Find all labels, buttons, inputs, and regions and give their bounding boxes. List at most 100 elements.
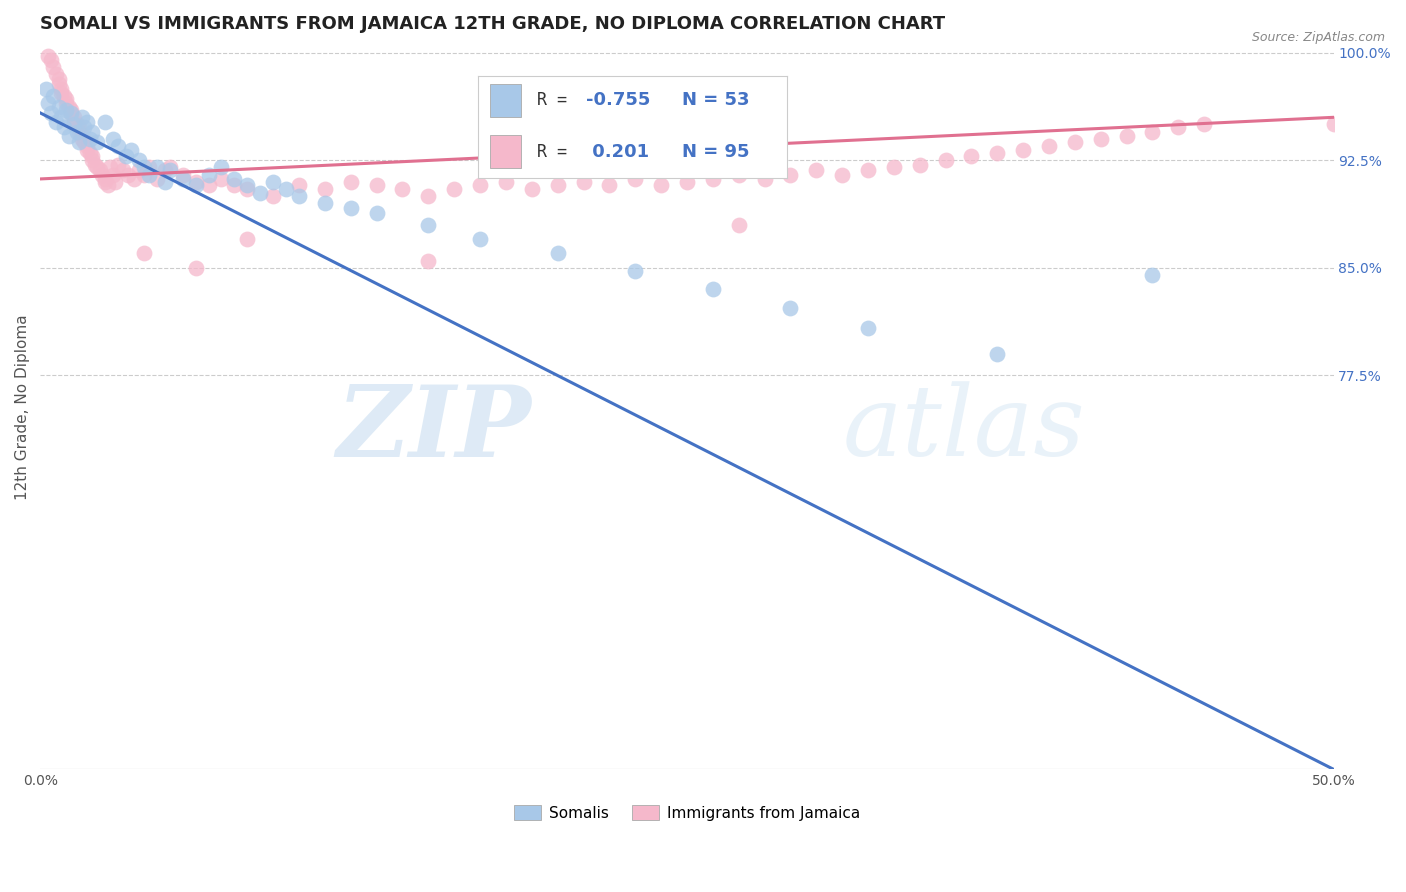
Point [197,178,219,192]
Point [650,178,672,192]
Point [856,163,879,178]
Point [48,78,70,92]
Point [184,260,207,275]
Bar [491,84,522,117]
Point [45,114,67,128]
Point [89,163,111,178]
Point [418,218,440,232]
Point [132,246,155,260]
Point [70,111,93,125]
Point [70,132,93,146]
Point [146,161,169,175]
Point [101,168,124,182]
Point [128,153,150,168]
Point [52,120,75,135]
Point [366,206,388,220]
Point [112,163,135,178]
Text: -0.755: -0.755 [586,92,651,110]
Point [67,125,90,139]
Point [128,163,150,178]
Text: N = 95: N = 95 [682,143,749,161]
Point [624,263,647,277]
Point [754,172,776,186]
Point [236,182,259,196]
Point [1115,128,1137,143]
Point [468,232,491,246]
Point [67,120,90,135]
Point [1142,268,1164,282]
Point [197,168,219,182]
Text: SOMALI VS IMMIGRANTS FROM JAMAICA 12TH GRADE, NO DIPLOMA CORRELATION CHART: SOMALI VS IMMIGRANTS FROM JAMAICA 12TH G… [41,15,946,33]
Point [65,125,87,139]
Point [172,168,194,182]
Point [727,218,749,232]
Point [702,282,724,296]
Point [262,175,284,189]
Point [418,189,440,203]
Text: Source: ZipAtlas.com: Source: ZipAtlas.com [1251,31,1385,45]
Point [418,253,440,268]
Y-axis label: 12th Grade, No Diploma: 12th Grade, No Diploma [15,315,30,500]
Point [138,168,160,182]
Point [314,196,336,211]
Point [107,139,129,153]
Point [55,103,77,117]
Point [42,60,65,74]
Point [79,146,101,161]
Point [73,120,96,135]
Point [779,301,801,315]
Point [65,118,87,132]
Point [288,178,311,192]
Point [83,158,105,172]
Point [520,182,543,196]
Point [49,86,72,100]
Point [76,114,98,128]
Point [153,175,176,189]
Point [1322,118,1344,132]
Point [76,139,98,153]
Text: R =: R = [537,92,576,110]
Point [391,182,413,196]
Point [39,53,62,67]
Point [86,135,108,149]
Point [779,168,801,182]
Point [935,153,957,168]
Point [37,48,59,62]
Point [883,161,905,175]
Point [806,163,828,178]
Point [468,178,491,192]
Point [274,182,297,196]
Point [1167,120,1189,135]
Point [55,95,77,110]
Point [42,88,65,103]
Point [184,175,207,189]
Text: R =: R = [537,143,576,161]
Point [101,132,124,146]
Point [856,321,879,335]
Point [986,347,1008,361]
Point [97,178,120,192]
Point [58,100,80,114]
Point [94,175,117,189]
Point [70,128,93,142]
Point [443,182,465,196]
Point [48,100,70,114]
Text: N = 53: N = 53 [682,92,749,110]
Point [153,163,176,178]
Point [91,168,114,182]
Point [63,111,86,125]
Point [82,149,104,163]
Point [34,81,56,95]
Point [117,168,139,182]
Point [86,161,108,175]
Point [52,88,75,103]
Point [82,125,104,139]
Point [184,178,207,192]
Point [572,175,595,189]
Point [63,118,86,132]
Legend: Somalis, Immigrants from Jamaica: Somalis, Immigrants from Jamaica [508,798,866,827]
Point [58,128,80,143]
Point [159,161,181,175]
Point [114,149,136,163]
Point [107,158,129,172]
